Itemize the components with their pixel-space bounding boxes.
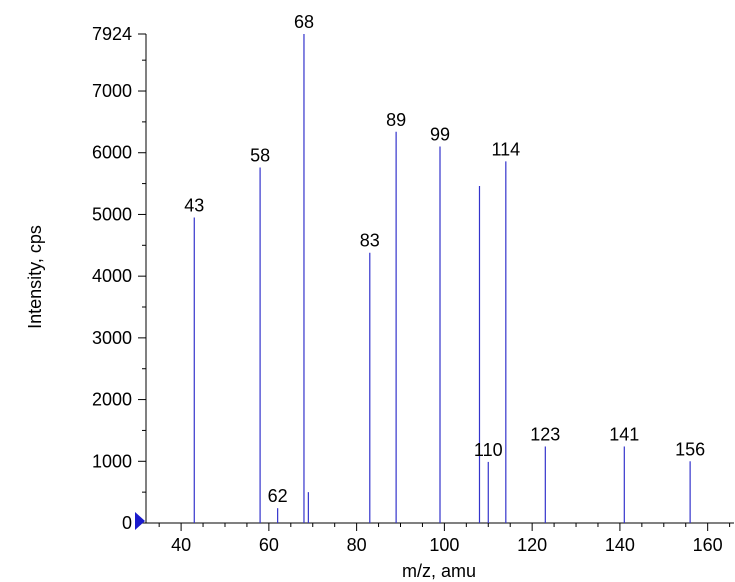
peak-label: 89: [386, 110, 406, 130]
x-tick-label: 100: [429, 535, 459, 555]
x-axis-title: m/z, amu: [402, 561, 476, 581]
peak-label: 68: [294, 12, 314, 32]
y-tick-label: 6000: [92, 143, 132, 163]
peak-label: 110: [474, 440, 503, 460]
peak-label: 43: [184, 196, 204, 216]
y-tick-label: 1000: [92, 451, 132, 471]
peak-label: 141: [609, 424, 639, 444]
x-tick-label: 160: [693, 535, 723, 555]
y-tick-label: 2000: [92, 390, 132, 410]
y-tick-label: 5000: [92, 204, 132, 224]
peak-label: 83: [360, 231, 380, 251]
x-tick-label: 80: [347, 535, 367, 555]
y-tick-label: 4000: [92, 266, 132, 286]
x-tick-label: 40: [171, 535, 191, 555]
peaks: 43 58 62 68 83 89 99 110 114 123 141 156: [184, 12, 705, 523]
y-tick-label: 7924: [92, 24, 132, 44]
peak-label: 58: [250, 146, 270, 166]
axes: 40 60 80 100 120 140 160 0 1000 2000 3000 4000 5000 6…: [92, 24, 734, 555]
baseline-marker-icon[interactable]: [135, 512, 145, 530]
peak-label: 62: [268, 486, 288, 506]
peak-label: 114: [491, 139, 520, 159]
x-tick-label: 140: [605, 535, 635, 555]
peak-label: 99: [430, 125, 450, 145]
peak-label: 123: [530, 424, 560, 444]
y-tick-label: 7000: [92, 81, 132, 101]
x-tick-label: 120: [517, 535, 547, 555]
y-tick-label: 3000: [92, 328, 132, 348]
peak-label: 156: [675, 439, 705, 459]
y-axis-title: Intensity, cps: [25, 225, 45, 329]
y-tick-label: 0: [122, 513, 132, 533]
x-tick-label: 60: [259, 535, 279, 555]
